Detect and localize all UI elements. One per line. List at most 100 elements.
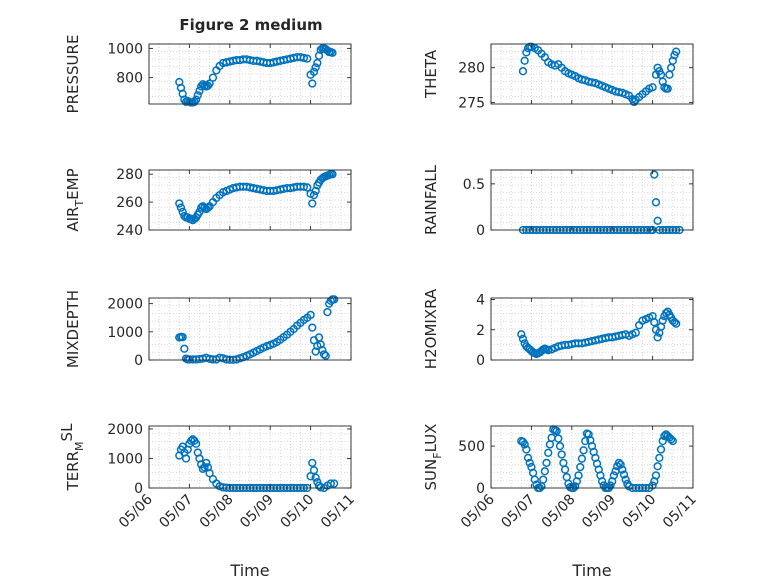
- data-point: [181, 454, 191, 463]
- data-point: [198, 464, 208, 473]
- y-axis-label: H2OMIXRA: [422, 288, 440, 369]
- data-point: [655, 453, 664, 462]
- axes-box: [490, 43, 694, 105]
- data-point: [542, 458, 551, 468]
- subplot-1: 800 1000 PRESSURE: [64, 35, 352, 114]
- data-point: [518, 334, 528, 343]
- subplot-4: 0 0.5 RAINFALL: [422, 164, 694, 239]
- data-point: [656, 445, 666, 454]
- data-point: [660, 431, 669, 441]
- data-point: [614, 458, 624, 468]
- y-tick-label: 275: [458, 96, 485, 112]
- y-tick-label: 4: [476, 293, 485, 309]
- data-point: [672, 47, 681, 56]
- data-point: [616, 460, 625, 469]
- data-point: [609, 471, 619, 480]
- data-point: [191, 439, 201, 448]
- data-point: [330, 295, 339, 304]
- data-point: [313, 58, 322, 68]
- data-point: [520, 440, 529, 449]
- data-point: [631, 328, 640, 337]
- data-point: [176, 203, 186, 212]
- y-tick-label: 0: [134, 353, 143, 369]
- data-point: [205, 79, 214, 88]
- data-point: [203, 81, 213, 90]
- data-point: [190, 97, 199, 106]
- data-point: [195, 86, 204, 95]
- data-point: [321, 351, 330, 360]
- data-point: [648, 481, 657, 490]
- data-point: [319, 350, 329, 359]
- data-point: [606, 481, 615, 490]
- y-tick-label: 260: [116, 195, 143, 211]
- y-tick-label: 1000: [107, 325, 143, 341]
- data-point: [328, 48, 337, 57]
- data-point: [323, 307, 332, 317]
- data-point: [200, 463, 209, 472]
- data-point: [311, 473, 320, 482]
- data-point: [581, 436, 590, 446]
- data-point: [597, 477, 607, 486]
- data-point: [557, 450, 566, 459]
- data-point: [560, 465, 570, 474]
- y-tick-label: 800: [116, 71, 143, 87]
- data-point: [193, 91, 202, 100]
- data-point: [663, 84, 672, 93]
- y-tick-label: 0.5: [463, 177, 485, 193]
- data-point: [309, 466, 319, 475]
- data-point: [629, 97, 639, 107]
- data-point: [619, 470, 629, 479]
- y-tick-label: 1000: [107, 41, 143, 57]
- data-point: [522, 445, 531, 454]
- data-point: [306, 472, 315, 481]
- figure-title: Figure 2 medium: [179, 16, 322, 34]
- y-axis-label: TERRMSL: [58, 423, 86, 492]
- data-point: [668, 436, 677, 446]
- data-point: [330, 479, 339, 488]
- y-axis-label: AIRTEMP: [64, 168, 86, 231]
- data-point: [670, 318, 679, 327]
- axes-box: [490, 425, 694, 489]
- data-point: [303, 54, 312, 63]
- data-point: [299, 53, 309, 63]
- data-point: [577, 454, 587, 463]
- data-point: [666, 435, 676, 444]
- axes-box: [490, 297, 694, 361]
- data-point: [309, 67, 319, 76]
- subplot-5: 0 1000 2000 MIXDEPTH: [64, 290, 352, 369]
- data-point: [651, 471, 661, 480]
- y-tick-label: 1000: [107, 451, 143, 467]
- data-point: [180, 344, 189, 353]
- data-point: [308, 79, 317, 88]
- y-tick-label: 2000: [107, 297, 143, 313]
- axes-box: [148, 43, 352, 105]
- axes-box: [148, 425, 352, 489]
- data-point: [203, 203, 213, 212]
- data-point: [520, 56, 529, 65]
- y-axis-label: PRESSURE: [64, 35, 82, 114]
- y-tick-label: 280: [116, 167, 143, 183]
- data-point: [552, 426, 561, 436]
- y-tick-label: 0: [476, 481, 485, 497]
- data-point: [530, 475, 539, 484]
- data-point: [328, 170, 337, 179]
- data-point: [653, 216, 662, 225]
- x-axis-label: Time: [229, 561, 269, 580]
- data-point: [650, 170, 659, 179]
- data-point: [576, 462, 585, 472]
- data-point: [658, 77, 667, 86]
- y-axis-label: MIXDEPTH: [64, 290, 82, 368]
- data-point: [540, 467, 550, 476]
- data-point: [648, 83, 657, 92]
- data-point: [202, 458, 211, 468]
- data-point: [555, 441, 565, 451]
- y-tick-label: 240: [116, 223, 143, 239]
- data-point: [574, 471, 583, 480]
- data-point: [579, 446, 588, 455]
- data-point: [205, 469, 214, 478]
- data-point: [191, 95, 201, 104]
- axes-box: [148, 297, 352, 361]
- data-point: [208, 73, 218, 82]
- data-point: [618, 465, 627, 474]
